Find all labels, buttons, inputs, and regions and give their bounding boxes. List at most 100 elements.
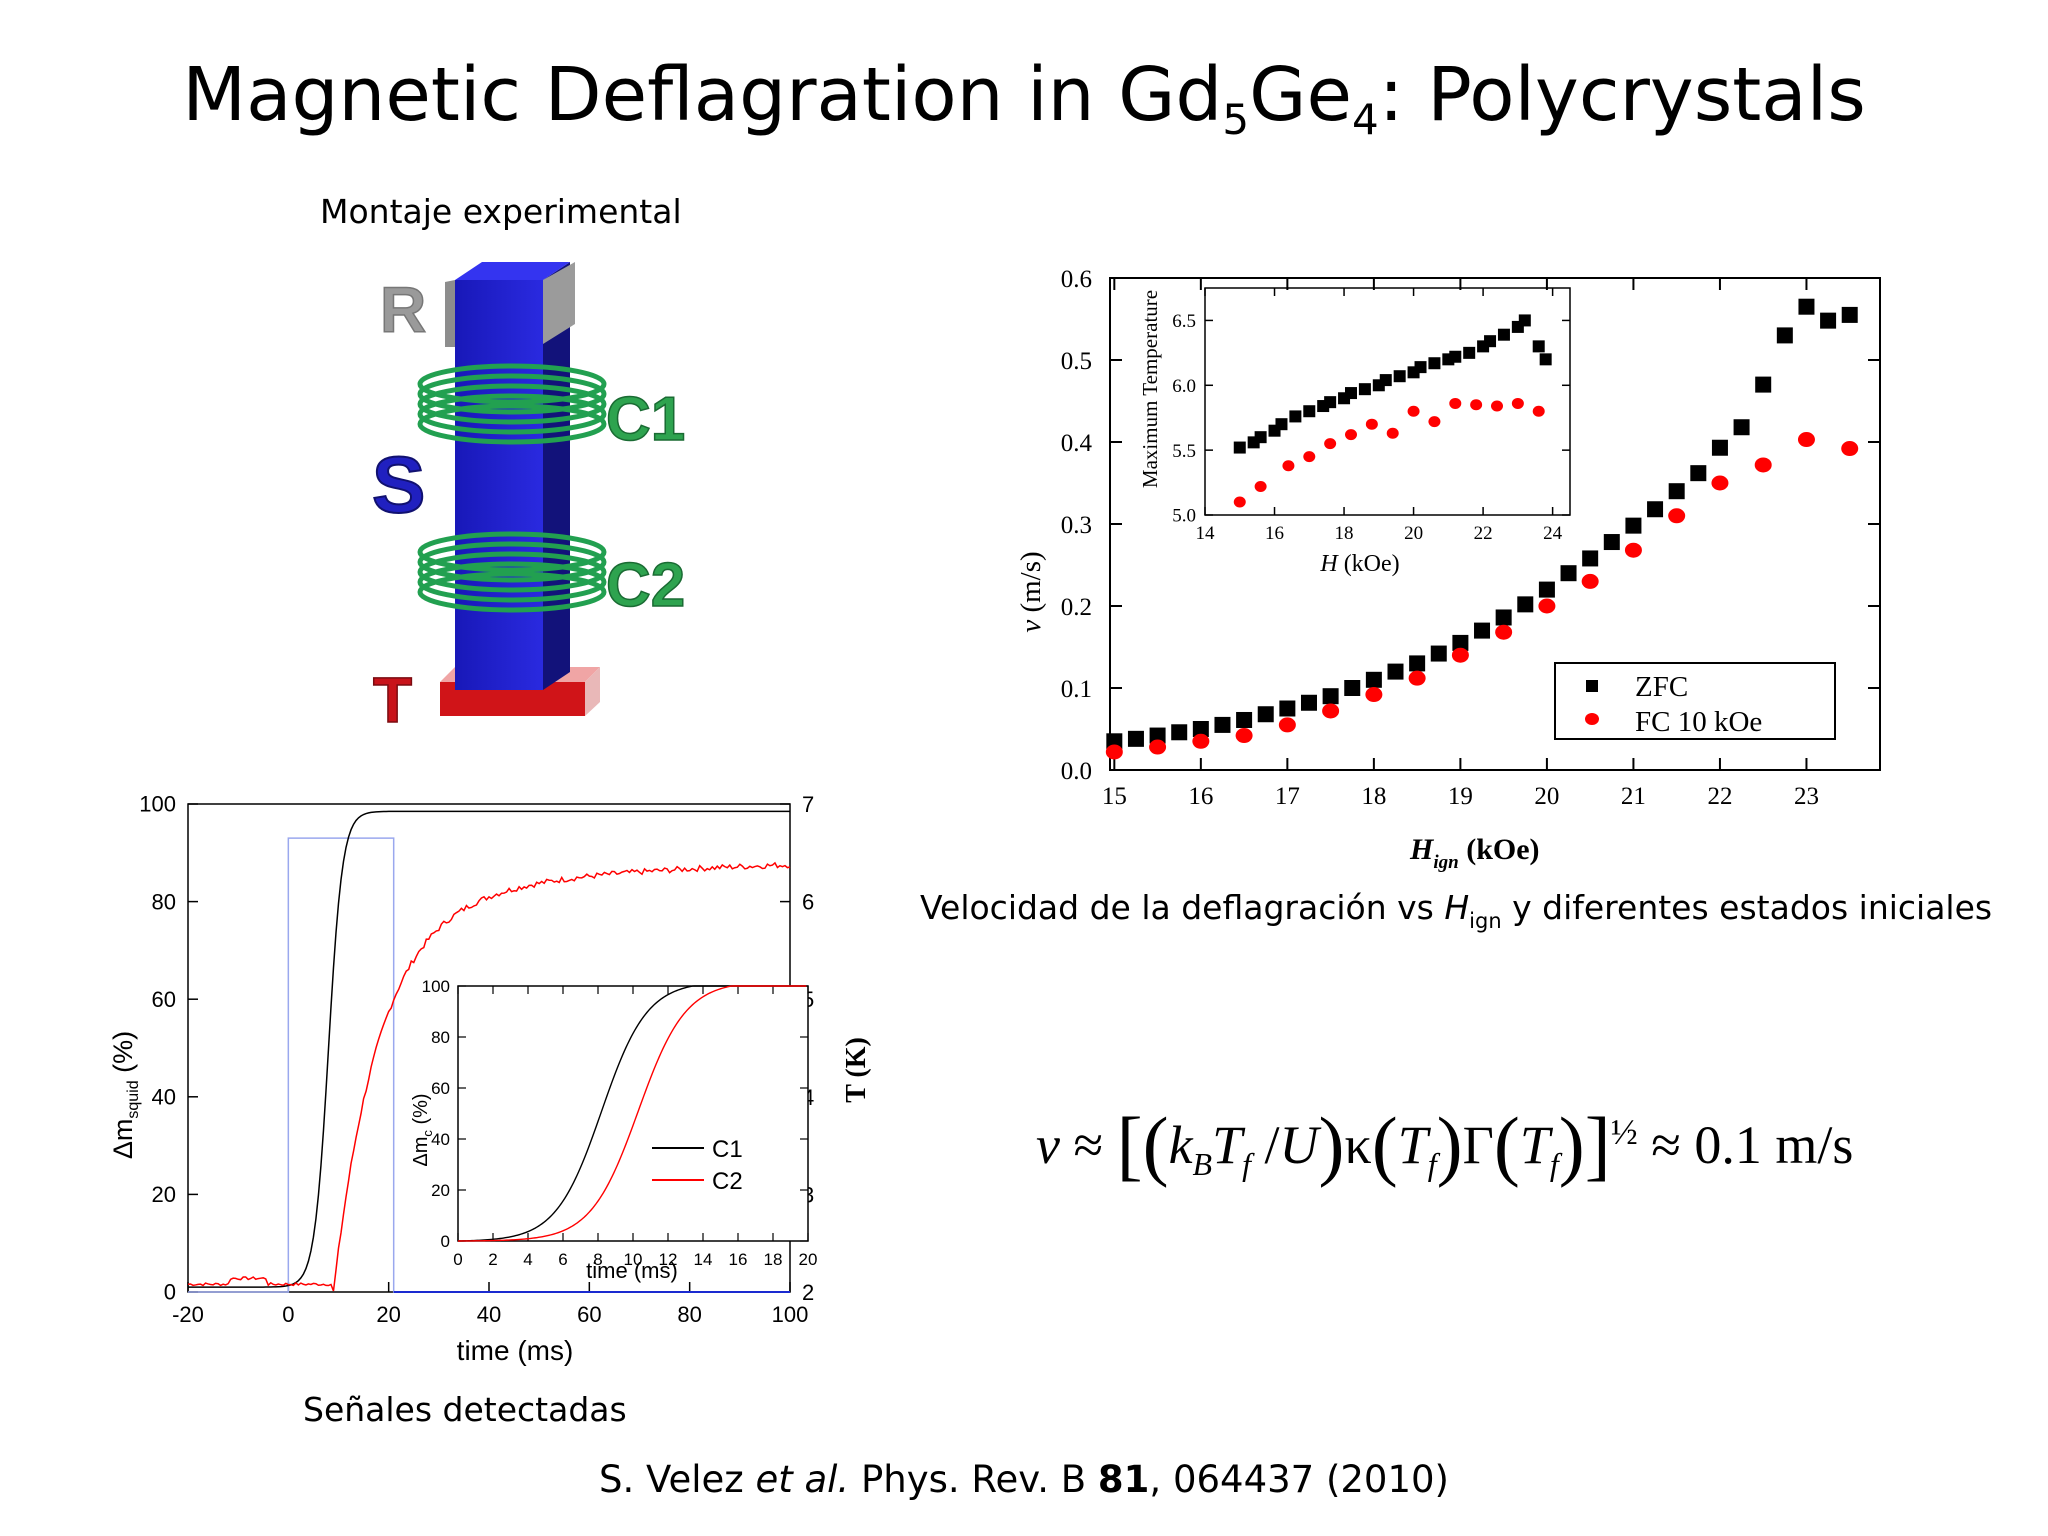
zfc-point xyxy=(1517,596,1534,613)
inset-points xyxy=(1233,314,1552,508)
setup-diagram: R S C1 C2 T xyxy=(371,262,686,737)
label-t: T xyxy=(373,664,412,736)
x-tick-label: 24 xyxy=(1543,523,1563,544)
fc-point xyxy=(1538,598,1556,614)
x-tick-label: -20 xyxy=(172,1302,204,1327)
inset-frame xyxy=(457,985,809,1242)
y-tick-label: 0.6 xyxy=(1061,266,1092,293)
inset-y-tick-label: 100 xyxy=(422,977,450,996)
x-tick-label: 15 xyxy=(1102,783,1127,810)
label-c1: C1 xyxy=(606,385,685,454)
inset-x-tick-label: 8 xyxy=(593,1250,602,1269)
x-tick-label: 19 xyxy=(1448,783,1473,810)
zfc-point xyxy=(1127,730,1144,747)
y-tick-label: 40 xyxy=(152,1085,176,1110)
inset-axes: 14 16 18 20 22 24 5.0 5.5 6.0 6.5 xyxy=(1172,287,1571,544)
zfc-point xyxy=(1560,565,1577,582)
inset-fc-point xyxy=(1511,397,1524,409)
inset-x-tick-label: 6 xyxy=(558,1250,567,1269)
y2-tick-label: 7 xyxy=(802,792,814,817)
inset-zfc-point xyxy=(1428,357,1441,370)
zfc-point xyxy=(1668,483,1685,500)
velocity-formula: v ≈ [(kBTf /U)κ(Tf)Γ(Tf)]½ ≈ 0.1 m/s xyxy=(1036,1101,1854,1188)
inset-x-tick-label: 4 xyxy=(523,1250,532,1269)
velocity-points xyxy=(1105,298,1859,760)
legend-c1: C1 xyxy=(712,1136,743,1163)
setup-caption: Montaje experimental xyxy=(320,192,682,231)
inset-zfc-point xyxy=(1233,441,1246,454)
zfc-point xyxy=(1192,721,1209,737)
inset-y-tick-label: 0 xyxy=(441,1232,450,1251)
y-tick-label: 20 xyxy=(152,1182,176,1207)
zfc-point xyxy=(1365,671,1382,688)
legend-zfc-marker xyxy=(1586,680,1598,692)
y-tick-label: 60 xyxy=(152,987,176,1012)
x-tick-label: 23 xyxy=(1794,783,1819,810)
inset-zfc-point xyxy=(1497,328,1510,341)
inset-fc-point xyxy=(1386,427,1399,439)
y-tick-label: 0.3 xyxy=(1061,512,1092,539)
y-tick-label: 0.2 xyxy=(1061,594,1092,621)
fc-point xyxy=(1797,432,1815,448)
inset-y-tick-label: 80 xyxy=(431,1028,450,1047)
y-tick-label: 0.4 xyxy=(1061,430,1093,457)
legend-fc: FC 10 kOe xyxy=(1635,706,1762,738)
inset-y-tick-label: 40 xyxy=(431,1130,450,1149)
zfc-point xyxy=(1582,550,1599,567)
zfc-point xyxy=(1474,622,1491,639)
fc-point xyxy=(1192,733,1210,749)
zfc-point xyxy=(1776,327,1793,344)
zfc-point xyxy=(1452,634,1469,651)
zfc-point xyxy=(1538,581,1555,598)
y-tick-label: 6.0 xyxy=(1172,376,1196,397)
y-tick-label: 0.5 xyxy=(1061,348,1092,375)
fc-point xyxy=(1754,457,1772,473)
fc-point xyxy=(1278,717,1296,733)
fc-point xyxy=(1408,670,1426,686)
legend-zfc: ZFC xyxy=(1635,671,1688,703)
zfc-point xyxy=(1236,711,1253,728)
zfc-point xyxy=(1279,700,1296,717)
y-tick-label: 5.0 xyxy=(1172,506,1196,527)
inset-x-tick-label: 14 xyxy=(694,1250,713,1269)
velocity-legend: ZFC FC 10 kOe xyxy=(1554,662,1836,740)
zfc-point xyxy=(1755,376,1772,393)
inset-fc-point xyxy=(1282,460,1295,472)
inset-ylabel: Maximum Temperature xyxy=(1138,290,1162,488)
inset-fc-point xyxy=(1345,429,1357,441)
inset-fc-point xyxy=(1233,496,1246,508)
label-s: S xyxy=(372,440,425,529)
fc-point xyxy=(1235,728,1253,744)
zfc-point xyxy=(1733,419,1750,436)
inset-x-tick-label: 18 xyxy=(764,1250,783,1269)
velocity-xlabel: Hign (kOe) xyxy=(1409,833,1540,873)
zfc-point xyxy=(1171,724,1188,741)
x-tick-label: 14 xyxy=(1196,523,1216,544)
signals-y2label: T (K) xyxy=(841,1037,872,1103)
inset-zfc-point xyxy=(1393,370,1406,383)
zfc-point xyxy=(1430,645,1447,662)
zfc-point xyxy=(1820,312,1837,329)
velocity-axes: 15 16 17 18 19 20 21 22 23 0.0 0.1 0.2 0.3 0.4 0.5 0.6 xyxy=(1061,266,1881,810)
inset-fc-point xyxy=(1491,400,1503,412)
zfc-point xyxy=(1690,465,1707,482)
zfc-point xyxy=(1149,727,1166,744)
velocity-chart: 15 16 17 18 19 20 21 22 230.00.10.20.30.40.50.6 … xyxy=(1015,266,1881,873)
y2-tick-label: 2 xyxy=(802,1280,814,1305)
inset-zfc-point xyxy=(1303,405,1316,418)
x-tick-label: 20 xyxy=(376,1302,400,1327)
velocity-ylabel: v (m/s) xyxy=(1015,551,1047,632)
signals-inset-legend: C1 C2 xyxy=(652,1136,743,1195)
signals-caption: Señales detectadas xyxy=(303,1390,627,1429)
zfc-point xyxy=(1647,501,1664,518)
inset-fc-point xyxy=(1254,480,1267,492)
signals-chart: -20020406080100020406080100234567 024681… xyxy=(108,792,872,1366)
citation: S. Velez et al. Phys. Rev. B 81, 064437 … xyxy=(599,1458,1449,1501)
x-tick-label: 22 xyxy=(1707,783,1732,810)
y-tick-label: 0.1 xyxy=(1061,676,1092,703)
y-tick-label: 80 xyxy=(152,889,176,914)
x-tick-label: 80 xyxy=(677,1302,701,1327)
plot-frame xyxy=(1204,287,1571,516)
legend-c2: C2 xyxy=(712,1168,743,1195)
label-r: R xyxy=(380,274,426,346)
